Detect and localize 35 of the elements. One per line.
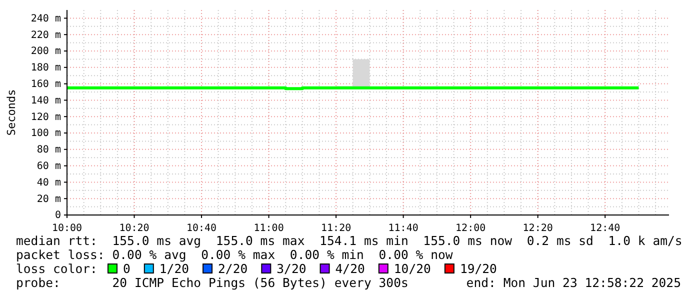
y-tick-label: 20 m [36, 194, 61, 205]
y-tick-label: 120 m [30, 112, 61, 123]
legend-label: 1/20 [159, 262, 190, 276]
text: end: Mon Jun 23 12:58:22 2025 [466, 276, 681, 290]
y-tick-label: 240 m [30, 13, 61, 24]
legend-label: 0 [123, 262, 130, 276]
y-tick-label: 220 m [30, 30, 61, 41]
y-tick-label: 40 m [36, 177, 61, 188]
y-tick-label: 140 m [30, 95, 61, 106]
x-tick-label: 10:20 [119, 223, 150, 234]
y-tick-label: 180 m [30, 62, 61, 74]
text: median rtt: 155.0 ms avg 155.0 ms max 154.1 ms min 155.0 ms now 0.2 ms sd 1.0 k am/s [16, 234, 682, 248]
x-tick-label: 10:40 [186, 223, 217, 234]
x-tick-label: 11:40 [388, 223, 418, 234]
x-tick-label: 11:00 [254, 223, 284, 234]
legend-label: 3/20 [276, 262, 306, 276]
y-axis-title: Seconds [5, 89, 18, 136]
y-tick-label: 80 m [36, 144, 61, 156]
x-tick-label: 11:20 [320, 223, 352, 234]
x-tick-label: 12:00 [456, 223, 486, 234]
text: packet loss: 0.00 % avg 0.00 % max 0.00 % min 0.00 % now [16, 248, 454, 262]
legend-title: loss color: [16, 262, 98, 276]
text: probe: 20 ICMP Echo Pings (56 Bytes) every 300s [16, 276, 408, 290]
x-tick-label: 12:20 [522, 223, 553, 234]
y-tick-label: 160 m [30, 79, 61, 90]
y-tick-label: 60 m [36, 161, 61, 172]
legend-label: 2/20 [218, 262, 248, 276]
legend-label: 4/20 [335, 262, 365, 276]
y-tick-label: 200 m [30, 46, 61, 58]
legend-label: 19/20 [460, 262, 497, 276]
y-tick-label: 0 [54, 210, 61, 222]
legend-label: 10/20 [394, 262, 431, 276]
y-tick-label: 100 m [30, 128, 61, 140]
x-tick-label: 12:40 [590, 223, 620, 234]
x-tick-label: 10:00 [52, 223, 82, 234]
